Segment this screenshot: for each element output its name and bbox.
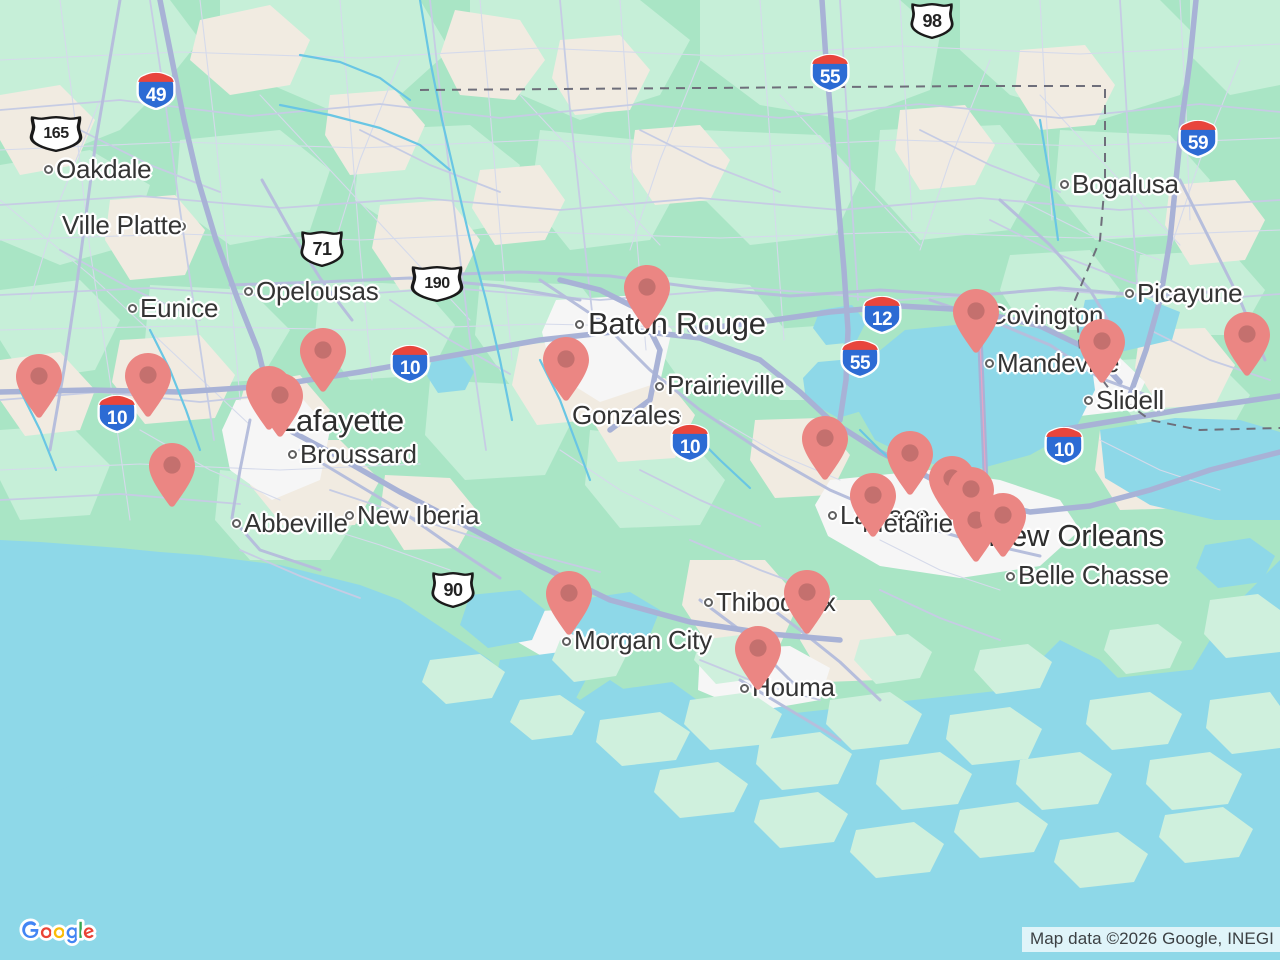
city-dot-laplace bbox=[828, 511, 837, 520]
city-dot-houma bbox=[740, 684, 749, 693]
city-dot-broussard bbox=[288, 450, 297, 459]
map-marker[interactable] bbox=[782, 569, 832, 635]
city-dot-oakdale bbox=[44, 165, 53, 174]
city-dot-new-iberia bbox=[345, 511, 354, 520]
marsh-patches bbox=[422, 594, 1280, 888]
state-highways bbox=[48, 0, 1267, 742]
map-marker[interactable] bbox=[123, 352, 173, 418]
city-dot-opelousas bbox=[244, 287, 253, 296]
map-marker[interactable] bbox=[885, 430, 935, 496]
map-marker[interactable] bbox=[733, 625, 783, 691]
state-border bbox=[419, 85, 1280, 491]
google-logo[interactable] bbox=[14, 912, 132, 948]
map-attribution: Map data ©2026 Google, INEGI bbox=[1021, 927, 1280, 952]
city-dot-eunice bbox=[128, 304, 137, 313]
city-dot-baton-rouge bbox=[575, 320, 584, 329]
map-marker[interactable] bbox=[622, 264, 672, 330]
map-marker[interactable] bbox=[800, 415, 850, 481]
city-dot-ville-platte bbox=[177, 222, 186, 231]
city-dot-gonzales bbox=[672, 412, 681, 421]
map-marker[interactable] bbox=[298, 327, 348, 393]
terrain-tan-patches bbox=[0, 5, 1265, 682]
map-marker[interactable] bbox=[951, 288, 1001, 354]
map-marker[interactable] bbox=[14, 353, 64, 419]
city-dot-prairieville bbox=[655, 382, 664, 391]
city-dot-morgan-city bbox=[562, 637, 571, 646]
city-dot-thibodaux bbox=[704, 598, 713, 607]
map-marker[interactable] bbox=[541, 336, 591, 402]
city-dot-picayune bbox=[1125, 289, 1134, 298]
rivers bbox=[18, 0, 1060, 490]
map-marker[interactable] bbox=[1222, 311, 1272, 377]
map-marker[interactable] bbox=[978, 492, 1028, 558]
map-marker[interactable] bbox=[147, 442, 197, 508]
map-marker[interactable] bbox=[848, 472, 898, 538]
city-dot-slidell bbox=[1084, 396, 1093, 405]
map-marker[interactable] bbox=[255, 372, 305, 438]
map-marker[interactable] bbox=[1077, 318, 1127, 384]
map-marker[interactable] bbox=[544, 570, 594, 636]
city-dot-belle-chasse bbox=[1006, 572, 1015, 581]
city-dot-bogalusa bbox=[1060, 180, 1069, 189]
city-dot-abbeville bbox=[232, 519, 241, 528]
city-dot-mandeville bbox=[985, 359, 994, 368]
